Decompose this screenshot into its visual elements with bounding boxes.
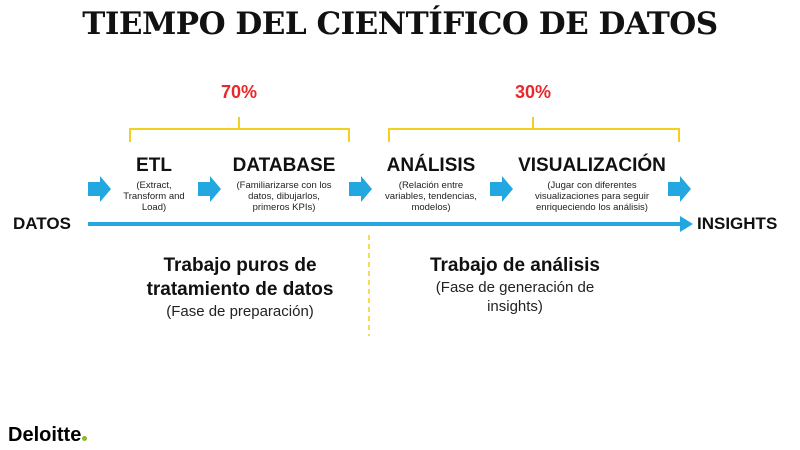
stage-desc-etl: (Extract, Transform and Load) [104,180,204,213]
bracket-preparation [129,117,350,142]
group-subtitle-line: insights) [487,298,543,315]
stage-title-database: DATABASE [232,155,336,176]
stage-arrow-icon [198,176,221,202]
stage-desc-analisis: (Relación entre variables, tendencias, m… [372,180,490,213]
stage-arrow-icon [349,176,372,202]
group-subtitle: (Fase de preparación) [166,303,314,320]
stage-desc-line: enriqueciendo los análisis) [536,202,648,213]
stage-desc-database: (Familiarizarse con los datos, dibujarlo… [219,180,349,213]
group-title-line: Trabajo puros de [163,255,317,276]
logo-dot-icon [82,436,88,441]
flow-start-label: DATOS [13,214,71,233]
bracket-analysis [388,117,680,142]
group-title-line: Trabajo de análisis [429,255,601,276]
group-preparation: Trabajo puros de tratamiento de datos (F… [110,254,370,321]
group-analysis: Trabajo de análisis (Fase de generación … [390,254,640,316]
stage-desc-line: datos, dibujarlos, [248,191,320,202]
stage-desc-visualizacion: (Jugar con diferentes visualizaciones pa… [512,180,672,213]
deloitte-logo: Deloitte [8,424,88,447]
stage-desc-line: (Relación entre [398,180,464,191]
stage-desc-line: primeros KPIs) [252,202,316,213]
stage-arrow-icon [668,176,691,202]
flow-end-label: INSIGHTS [697,214,778,233]
logo-text: Deloitte [8,424,82,446]
percent-preparation: 70% [220,82,258,102]
stage-desc-line: visualizaciones para seguir [534,191,650,202]
group-subtitle-line: (Fase de generación de [435,279,595,296]
stage-title-visualizacion: VISUALIZACIÓN [518,155,666,176]
stage-desc-line: Transform and [123,191,185,202]
percent-analysis: 30% [514,82,552,102]
page-title: TIEMPO DEL CIENTÍFICO DE DATOS [82,6,718,42]
group-title-line: tratamiento de datos [146,279,334,300]
timeline-arrowhead-icon [680,216,693,232]
stage-title-etl: ETL [136,155,172,176]
stage-desc-line: variables, tendencias, [385,191,477,202]
stage-title-analisis: ANÁLISIS [386,155,476,176]
stage-desc-line: (Jugar con diferentes [547,180,637,191]
stage-desc-line: (Extract, [136,180,172,191]
stage-desc-line: Load) [141,202,167,213]
stage-arrow-icon [88,176,111,202]
stage-desc-line: (Familiarizarse con los [236,180,332,191]
stage-arrow-icon [490,176,513,202]
stage-desc-line: modelos) [411,202,451,213]
